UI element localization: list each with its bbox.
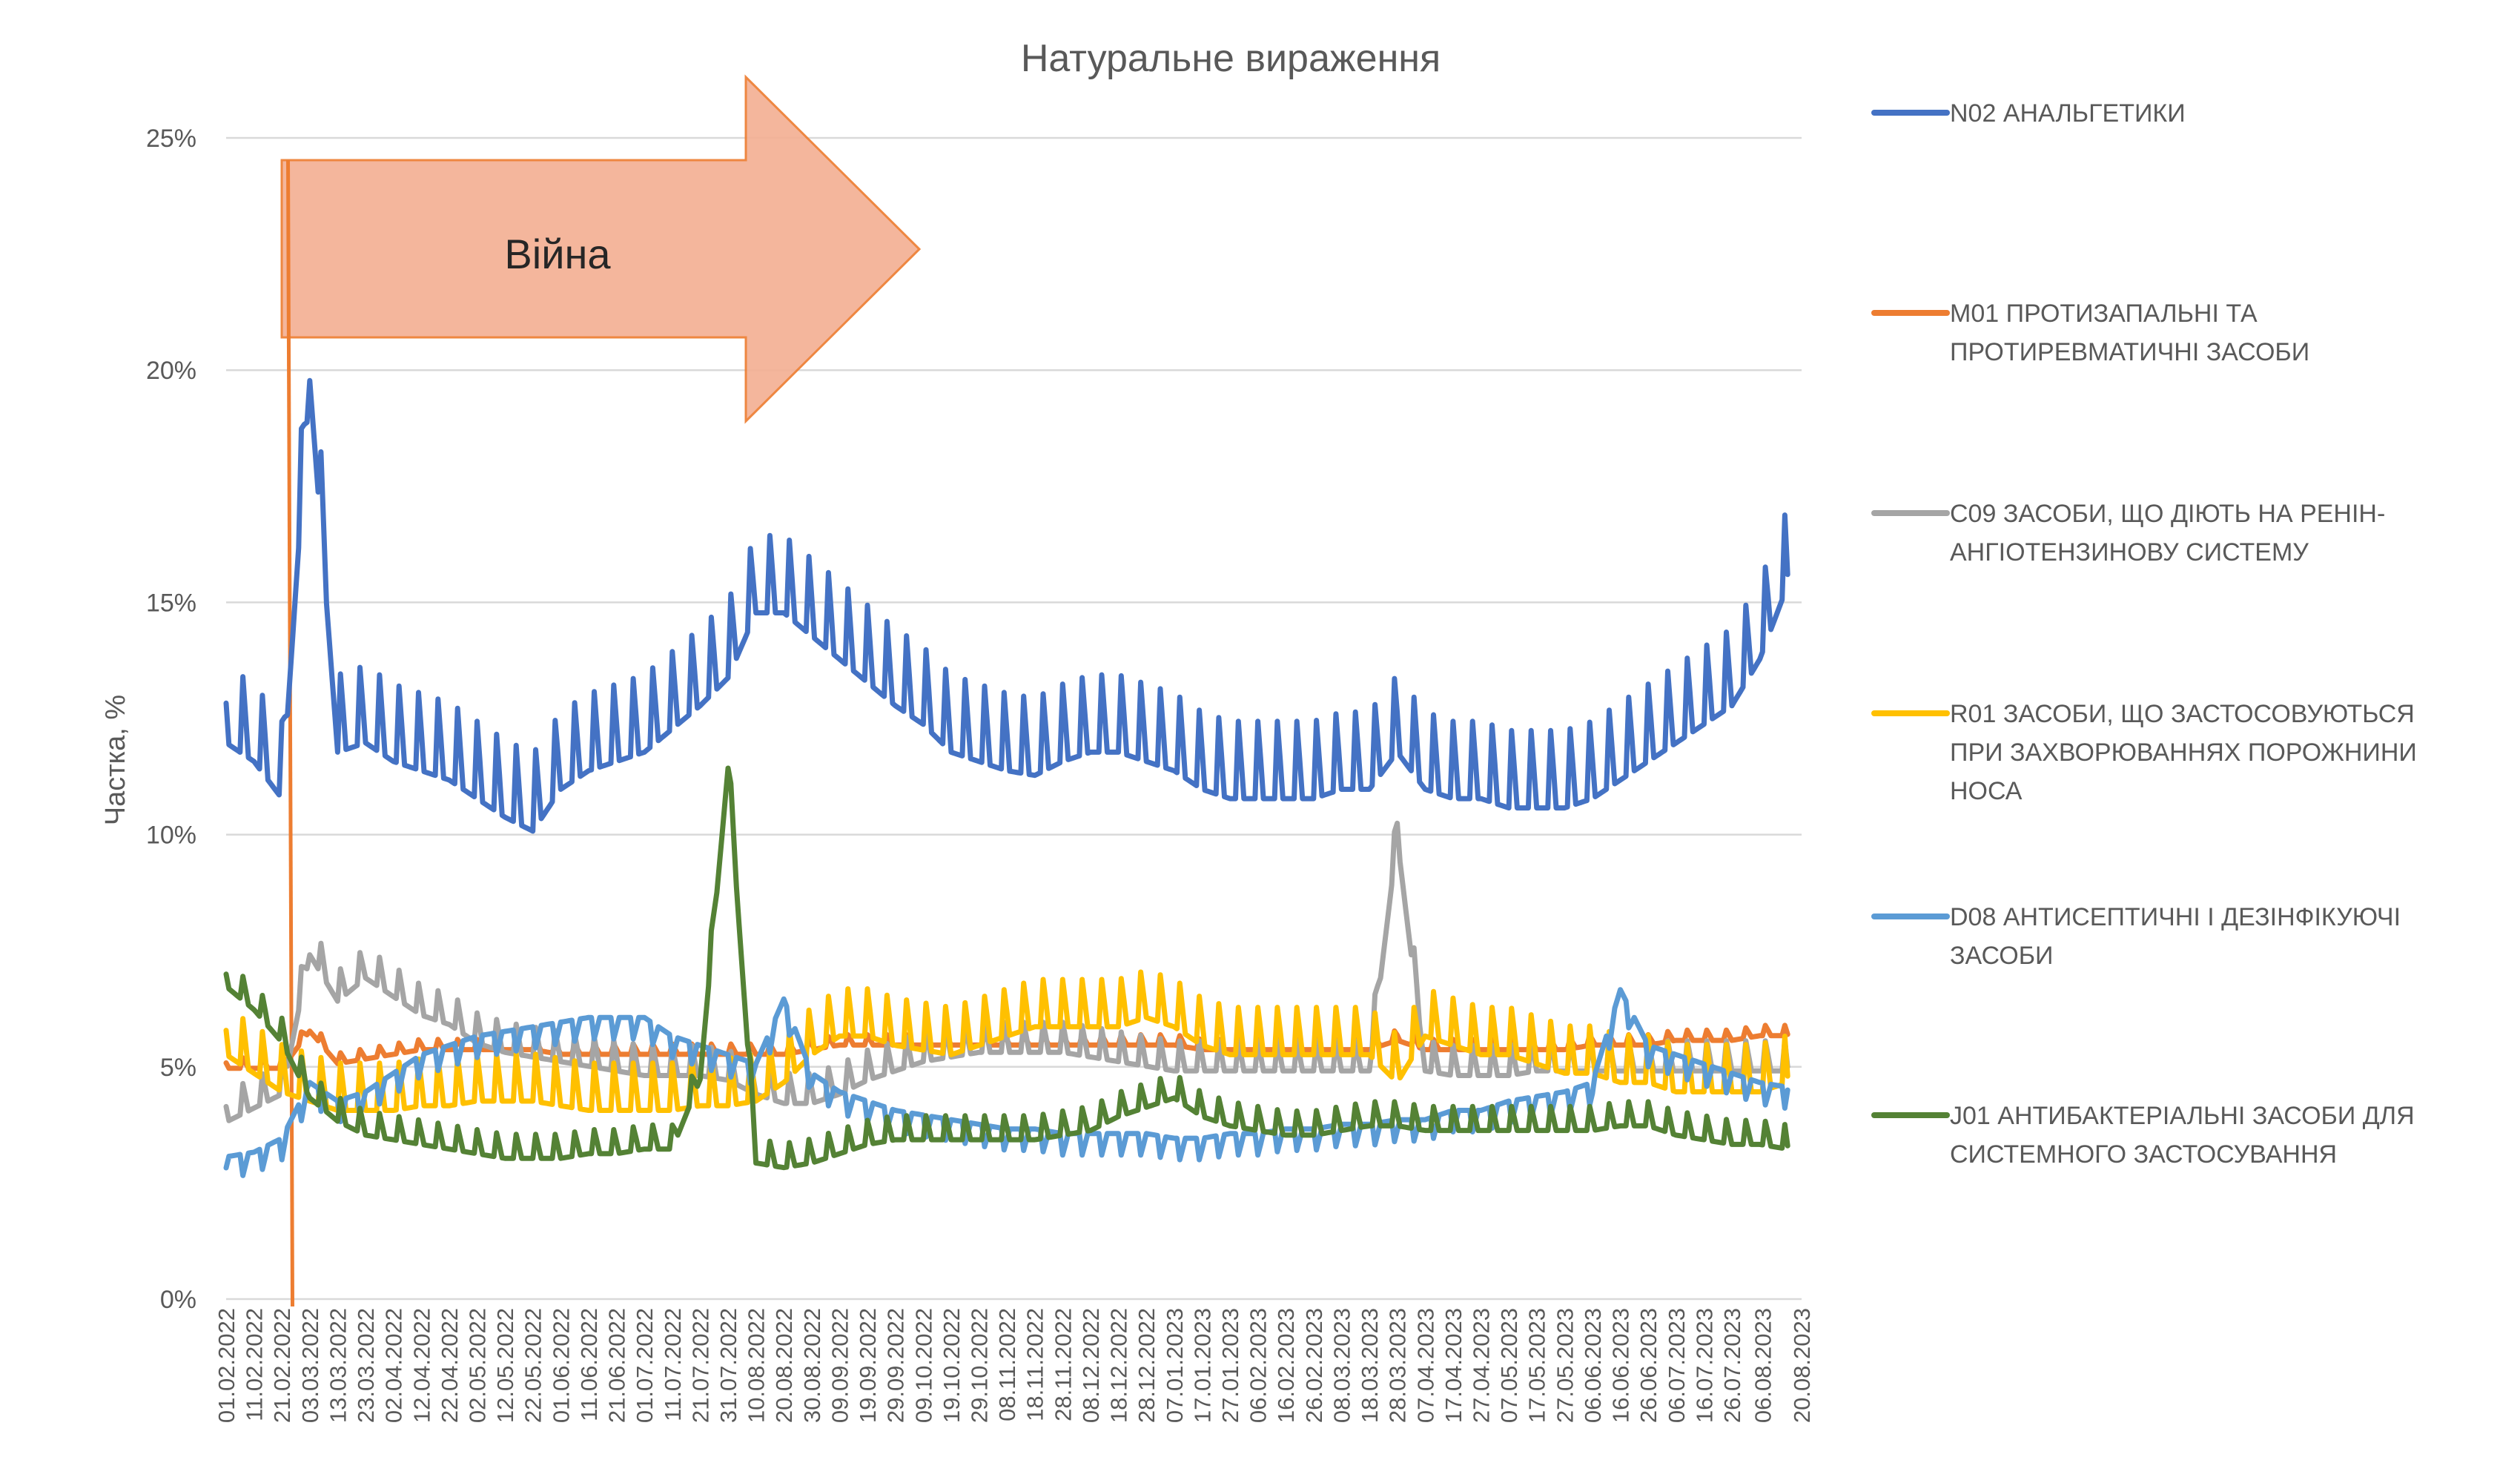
legend-label: J01 АНТИБАКТЕРІАЛЬНІ ЗАСОБИ ДЛЯ СИСТЕМНОГ… [1950,1102,2415,1169]
y-tick-label: 10% [146,822,196,850]
series-line-5 [223,987,1790,1178]
x-tick-label: 06.06.2023 [1580,1308,1606,1423]
x-tick-label: 23.03.2022 [353,1308,379,1423]
x-tick-label: 26.06.2023 [1636,1308,1661,1423]
x-tick-label: 31.07.2022 [715,1308,741,1423]
x-tick-label: 07.05.2023 [1496,1308,1522,1423]
x-tick-label: 11.02.2022 [242,1308,268,1421]
x-tick-label: 17.05.2023 [1524,1308,1550,1423]
war-label: Війна [504,231,611,277]
x-tick-label: 29.10.2022 [966,1308,992,1423]
x-tick-label: 16.07.2023 [1691,1308,1717,1423]
x-tick-label: 08.11.2022 [994,1308,1020,1421]
x-tick-label: 11.06.2022 [576,1308,602,1421]
series-line-6 [223,765,1790,1171]
x-tick-label: 21.02.2022 [269,1308,295,1423]
x-tick-label: 16.02.2023 [1273,1308,1299,1423]
x-axis-ticks: 01.02.2022 11.02.2022 21.02.2022 03.03.2022… [214,1308,1815,1423]
x-tick-label: 16.06.2023 [1608,1308,1634,1423]
x-tick-label: 02.05.2022 [464,1308,490,1423]
x-tick-label: 18.03.2023 [1357,1308,1383,1423]
x-tick-label: 12.05.2022 [492,1308,518,1423]
legend-label: C09 ЗАСОБИ, ЩО ДІЮТЬ НА РЕНІН-АНГІОТЕНЗИ… [1950,500,2385,566]
y-tick-label: 5% [160,1054,196,1082]
x-tick-label: 20.08.2022 [771,1308,797,1423]
x-tick-label: 01.07.2022 [632,1308,658,1423]
x-tick-label: 06.08.2023 [1750,1308,1776,1423]
x-tick-label: 13.03.2022 [325,1308,351,1423]
legend-label: N02 АНАЛЬГЕТИКИ [1950,99,2186,128]
x-tick-label: 27.04.2023 [1468,1308,1494,1423]
x-tick-label: 06.07.2023 [1664,1308,1690,1423]
gridlines [226,136,1802,1301]
x-tick-label: 28.12.2022 [1134,1308,1160,1423]
y-tick-label: 0% [160,1286,196,1314]
y-axis-label: Частка, % [100,695,131,825]
x-tick-label: 30.08.2022 [799,1308,825,1423]
x-tick-label: 29.09.2022 [883,1308,909,1423]
chart-title: Натуральне вираження [1021,37,1441,80]
x-tick-label: 20.08.2023 [1789,1308,1815,1423]
x-tick-label: 28.11.2022 [1050,1308,1076,1421]
series-line-1 [223,377,1790,834]
x-tick-label: 19.10.2022 [939,1308,965,1423]
x-tick-label: 18.11.2022 [1022,1308,1048,1421]
x-tick-label: 07.01.2023 [1162,1308,1188,1423]
x-tick-label: 08.12.2022 [1078,1308,1104,1423]
legend-label: M01 ПРОТИЗАПАЛЬНІ ТА ПРОТИРЕВМАТИЧНІ ЗАСО… [1950,300,2309,366]
x-tick-label: 21.06.2022 [604,1308,630,1423]
x-tick-label: 02.04.2022 [381,1308,407,1423]
war-annotation: Війна [280,74,922,1307]
legend-label: D08 АНТИСЕПТИЧНІ І ДЕЗІНФІКУЮЧІ ЗАСОБИ [1950,903,2401,970]
x-tick-label: 01.06.2022 [548,1308,574,1423]
x-tick-label: 22.05.2022 [520,1308,546,1423]
x-tick-label: 09.10.2022 [910,1308,936,1423]
x-tick-label: 11.07.2022 [660,1308,686,1421]
legend-label: R01 ЗАСОБИ, ЩО ЗАСТОСОВУЮТЬСЯ ПРИ ЗАХВОРЮ… [1950,700,2417,805]
x-tick-label: 27.01.2023 [1217,1308,1243,1423]
x-tick-label: 18.12.2022 [1106,1308,1132,1423]
x-tick-label: 08.03.2023 [1329,1308,1355,1423]
series-line-3 [223,820,1790,1123]
series-lines [223,377,1790,1178]
series-line-4 [223,969,1790,1113]
x-tick-label: 10.08.2022 [744,1308,770,1423]
x-tick-label: 06.02.2023 [1246,1308,1271,1423]
x-tick-label: 01.02.2022 [214,1308,239,1423]
x-tick-label: 28.03.2023 [1385,1308,1411,1423]
x-tick-label: 26.07.2023 [1719,1308,1745,1423]
x-tick-label: 21.07.2022 [687,1308,713,1423]
legend: N02 АНАЛЬГЕТИКИ M01 ПРОТИЗАПАЛЬНІ ТА ПРОТИ… [1871,99,2417,1169]
x-tick-label: 12.04.2022 [409,1308,434,1423]
y-axis-ticks: 0% 5% 10% 15% 20% 25% [146,125,196,1314]
y-tick-label: 20% [146,357,196,385]
x-tick-label: 09.09.2022 [827,1308,853,1423]
x-tick-label: 27.05.2023 [1552,1308,1578,1423]
y-tick-label: 15% [146,589,196,617]
x-tick-label: 17.04.2023 [1441,1308,1466,1423]
y-tick-label: 25% [146,125,196,153]
x-tick-label: 07.04.2023 [1412,1308,1438,1423]
x-tick-label: 03.03.2022 [297,1308,323,1423]
war-arrow-shape [280,74,922,424]
x-tick-label: 22.04.2022 [437,1308,463,1423]
x-tick-label: 26.02.2023 [1301,1308,1327,1423]
x-tick-label: 19.09.2022 [855,1308,881,1423]
x-tick-label: 17.01.2023 [1189,1308,1215,1423]
